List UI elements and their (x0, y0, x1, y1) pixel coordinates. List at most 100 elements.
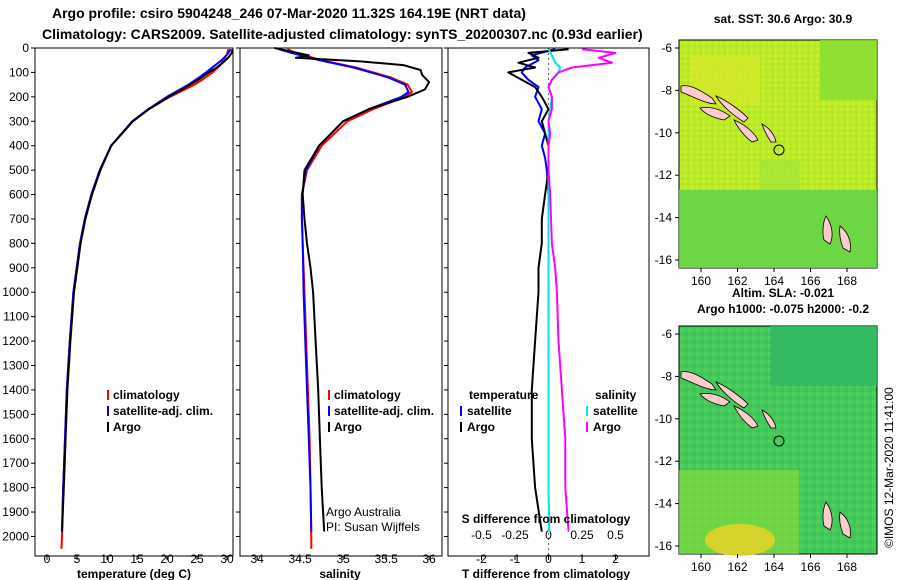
lon-tick-label: 166 (800, 274, 820, 288)
pressure-tick-label: 0 (22, 41, 29, 55)
pressure-tick-label: 1200 (2, 334, 29, 348)
legend-label-climatology: climatology (334, 388, 401, 402)
island-shape (680, 371, 717, 391)
lon-tick-label: 164 (764, 560, 784, 574)
island-shape (822, 215, 833, 245)
sst-map (678, 39, 878, 269)
series-line-t-argo (507, 48, 569, 532)
x-tick-label: 35.5 (374, 552, 398, 566)
x-tick-label: -1 (510, 552, 521, 566)
salinity-xlabel: salinity (319, 567, 361, 580)
credit-line-2: PI: Susan Wijffels (326, 520, 420, 534)
lon-tick-label: 164 (764, 274, 784, 288)
island-shape (761, 409, 777, 429)
temperature-plot: 0 5 10 15 20 25 30 (44, 48, 234, 566)
sla-map-title-2: Argo h1000: -0.075 h2000: -0.2 (697, 302, 869, 316)
x-tick-label: 25 (190, 552, 204, 566)
difference-plot: -2 -1 0 1 2-0.5 -0.25 0 0.25 0.5 (471, 48, 624, 566)
lat-tick-label: -16 (655, 539, 673, 553)
s-difference-title: S difference from climatology (462, 512, 631, 526)
series-line-argo (61, 49, 234, 532)
pressure-tick-label: 700 (9, 212, 29, 226)
top-tick-label: 0.25 (570, 528, 594, 542)
x-tick-label: 20 (160, 552, 174, 566)
legend-label-satellite: satellite-adj. clim. (334, 404, 434, 418)
series-line-satellite-adj-clim- (61, 48, 232, 532)
pressure-tick-label: 400 (9, 139, 29, 153)
island-shape (733, 405, 759, 429)
pressure-tick-label: 800 (9, 236, 29, 250)
imos-watermark: ©IMOS 12-Mar-2020 11:41:00 (882, 387, 896, 548)
legend-header-salinity: salinity (595, 388, 637, 402)
pressure-axis: 0 100 200 300 400 500 600 700 800 900 1000 1100 1200… (2, 41, 448, 543)
lat-tick-label: -10 (655, 126, 673, 140)
series-line-climatology (286, 48, 413, 549)
figure-title-line-1: Argo profile: csiro 5904248_246 07-Mar-2… (52, 5, 526, 21)
argo-float-marker (773, 144, 785, 156)
difference-legend: temperature salinity satellite Argo sate… (460, 388, 638, 434)
legend-label-argo: Argo (113, 420, 141, 434)
lon-tick-label: 160 (691, 274, 711, 288)
lat-tick-label: -6 (661, 41, 672, 55)
x-tick-label: 15 (130, 552, 144, 566)
island-shape (733, 119, 759, 143)
credit-line-1: Argo Australia (326, 505, 401, 519)
pressure-tick-label: 300 (9, 114, 29, 128)
x-tick-label: 34 (251, 552, 265, 566)
lat-tick-label: -12 (655, 454, 673, 468)
lat-tick-label: -8 (661, 369, 672, 383)
lat-tick-label: -8 (661, 83, 672, 97)
island-shape (839, 511, 851, 539)
pressure-tick-label: 200 (9, 90, 29, 104)
legend-label-t-argo: Argo (467, 420, 495, 434)
x-tick-label: 10 (100, 552, 114, 566)
pressure-tick-label: 2000 (2, 529, 29, 543)
x-tick-label: 1 (579, 552, 586, 566)
legend-label-s-satellite: satellite (593, 404, 638, 418)
pressure-tick-label: 1800 (2, 481, 29, 495)
island-shape (699, 393, 731, 407)
pressure-tick-label: 1500 (2, 407, 29, 421)
legend-label-climatology: climatology (113, 388, 180, 402)
argo-float-marker (773, 435, 785, 447)
lon-tick-label: 162 (727, 274, 747, 288)
lon-tick-label: 168 (837, 274, 857, 288)
salinity-panel (239, 47, 443, 557)
lat-tick-label: -16 (655, 253, 673, 267)
pressure-tick-label: 100 (9, 65, 29, 79)
sst-map-title: sat. SST: 30.6 Argo: 30.9 (714, 12, 853, 26)
island-shape (839, 225, 851, 253)
legend-label-satellite: satellite-adj. clim. (113, 404, 213, 418)
lat-tick-label: -14 (655, 497, 673, 511)
x-tick-label: 0 (545, 552, 552, 566)
pressure-tick-label: 1300 (2, 359, 29, 373)
legend-label-t-satellite: satellite (467, 404, 512, 418)
temperature-xlabel: temperature (deg C) (77, 567, 191, 580)
t-difference-xlabel: T difference from climatology (462, 567, 630, 580)
top-tick-label: 0.5 (607, 528, 624, 542)
salinity-legend: climatology satellite-adj. clim. Argo (328, 388, 434, 434)
legend-header-temperature: temperature (469, 388, 539, 402)
sla-map (678, 325, 878, 556)
pressure-tick-label: 600 (9, 188, 29, 202)
x-tick-label: 30 (220, 552, 234, 566)
sla-map-title-1: Altim. SLA: -0.021 (732, 286, 834, 300)
temperature-legend: climatology satellite-adj. clim. Argo (107, 388, 213, 434)
island-shape (680, 85, 717, 105)
pressure-tick-label: 1100 (3, 310, 29, 324)
pressure-tick-label: 1700 (2, 456, 29, 470)
island-shape (699, 107, 731, 121)
pressure-tick-label: 1900 (2, 505, 29, 519)
pressure-tick-label: 900 (9, 261, 29, 275)
x-tick-label: 34.5 (288, 552, 312, 566)
lon-tick-label: 162 (727, 560, 747, 574)
x-tick-label: 2 (612, 552, 619, 566)
x-tick-label: 36 (422, 552, 436, 566)
lat-tick-label: -6 (661, 327, 672, 341)
legend-label-s-argo: Argo (593, 420, 621, 434)
pressure-tick-label: 1400 (2, 383, 29, 397)
pressure-tick-label: 1000 (2, 285, 29, 299)
island-shape (715, 381, 749, 409)
island-shape (715, 95, 749, 123)
